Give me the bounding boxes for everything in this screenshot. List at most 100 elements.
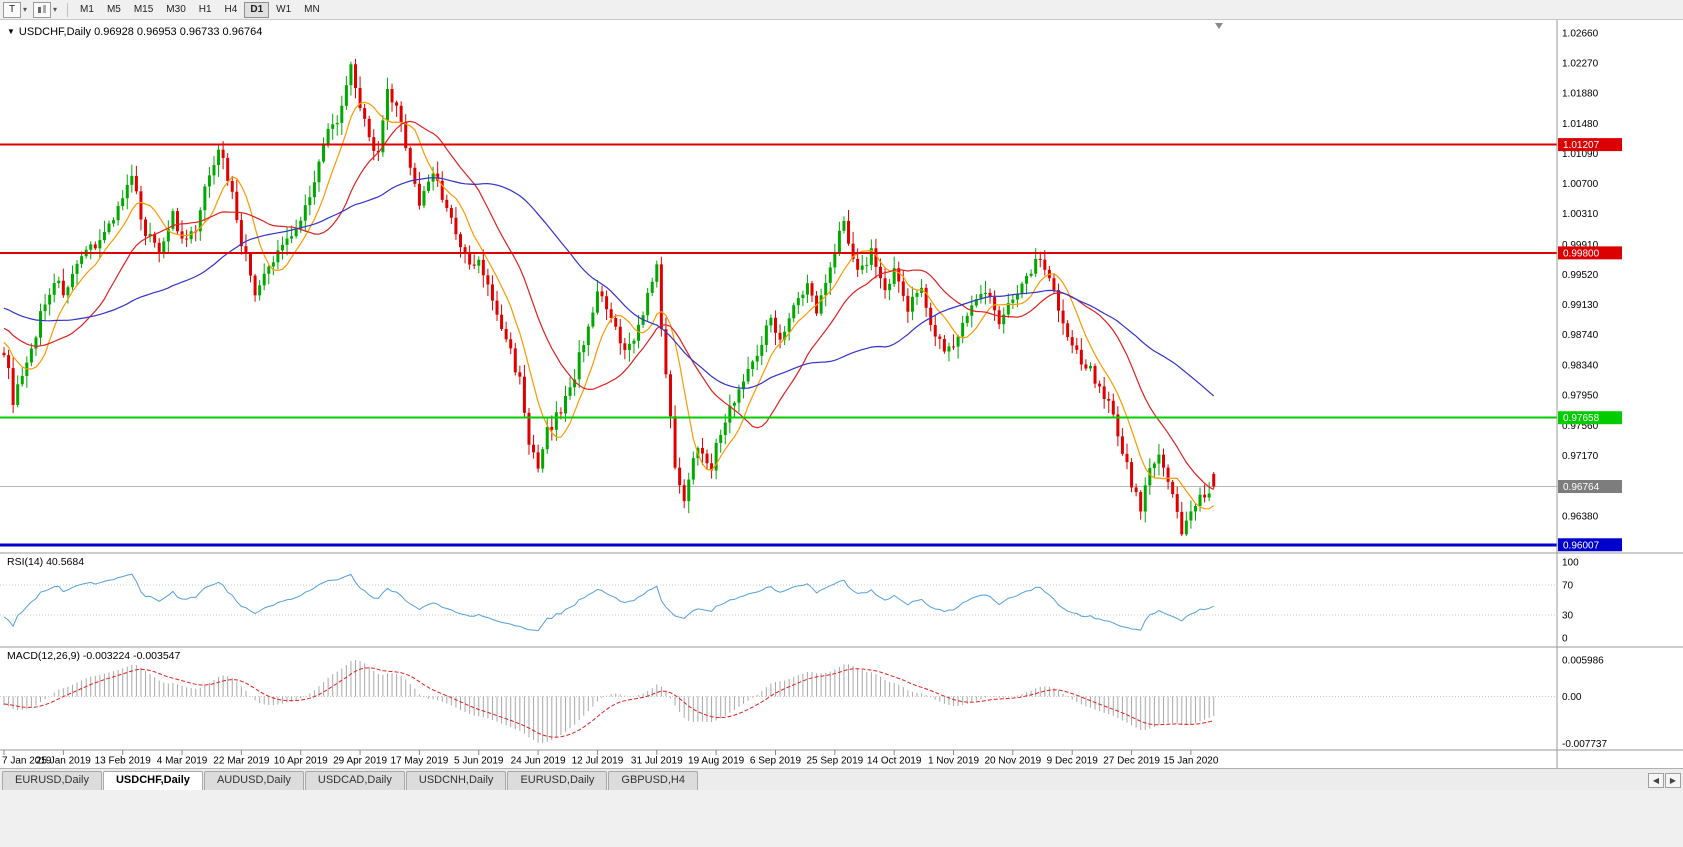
svg-text:0.96007: 0.96007 — [1563, 540, 1600, 551]
chevron-down-icon[interactable]: ▾ — [23, 5, 28, 14]
svg-text:4 Mar 2019: 4 Mar 2019 — [157, 756, 208, 767]
timeframe-buttons: M1 M5 M15 M30 H1 H4 D1 W1 MN — [74, 1, 326, 18]
svg-text:0.98740: 0.98740 — [1562, 330, 1599, 341]
svg-text:0.99520: 0.99520 — [1562, 270, 1599, 281]
status-area — [0, 790, 1683, 847]
svg-text:0.99910: 0.99910 — [1562, 240, 1599, 251]
svg-text:0.005986: 0.005986 — [1562, 656, 1604, 667]
svg-text:7 Jan 2019: 7 Jan 2019 — [2, 756, 52, 767]
chart-type-button[interactable] — [33, 1, 52, 18]
svg-text:1.02660: 1.02660 — [1562, 28, 1599, 39]
timeframe-m30-button[interactable]: M30 — [166, 4, 186, 15]
templates-button[interactable]: T — [3, 1, 21, 18]
chart-tabs-bar: EURUSD,Daily USDCHF,Daily AUDUSD,Daily USDC… — [0, 768, 1683, 790]
timeframe-m15-button[interactable]: M15 — [133, 4, 154, 15]
templates-button-label: T — [8, 4, 16, 15]
svg-text:1.01090: 1.01090 — [1562, 149, 1599, 160]
collapse-arrow-icon[interactable]: ▼ — [7, 27, 15, 36]
chart-tab-gbpusd-h4[interactable]: GBPUSD,H4 — [608, 771, 698, 790]
price-label-0.96007: 0.96007 — [1558, 538, 1622, 552]
timeframe-mn-button[interactable]: MN — [304, 4, 320, 15]
chevron-down-icon[interactable]: ▾ — [53, 5, 58, 14]
chart-area: 1.02660 1.02270 1.01880 1.01480 1.01090 1.007… — [0, 20, 1683, 768]
svg-text:1.00310: 1.00310 — [1562, 209, 1599, 220]
macd-label: MACD(12,26,9) -0.003224 -0.003547 — [7, 650, 181, 662]
timeframe-h4-button[interactable]: H4 — [224, 4, 238, 15]
chart-title: ▼ USDCHF,Daily 0.96928 0.96953 0.96733 0.… — [7, 26, 262, 38]
macd-signal-line — [3, 667, 1214, 738]
svg-text:0.99800: 0.99800 — [1563, 248, 1600, 259]
price-label-0.97658: 0.97658 — [1558, 411, 1622, 425]
svg-text:0.97950: 0.97950 — [1562, 391, 1599, 402]
svg-text:17 May 2019: 17 May 2019 — [391, 756, 449, 767]
svg-text:70: 70 — [1562, 580, 1574, 591]
candlestick-icon — [38, 5, 47, 13]
rsi-axis: 100 70 30 0 — [1562, 558, 1579, 645]
svg-text:0.98340: 0.98340 — [1562, 361, 1599, 372]
svg-text:1 Nov 2019: 1 Nov 2019 — [928, 756, 980, 767]
timeframe-d1-button[interactable]: D1 — [244, 1, 270, 18]
svg-text:25 Jan 2019: 25 Jan 2019 — [36, 756, 91, 767]
svg-text:31 Jul 2019: 31 Jul 2019 — [631, 756, 683, 767]
macd-axis: 0.005986 0.00 -0.007737 — [1562, 656, 1607, 750]
svg-text:6 Sep 2019: 6 Sep 2019 — [750, 756, 802, 767]
tab-scroll-left-button[interactable]: ◀ — [1648, 773, 1664, 788]
svg-text:0.99130: 0.99130 — [1562, 300, 1599, 311]
svg-text:10 Apr 2019: 10 Apr 2019 — [274, 756, 328, 767]
rsi-label: RSI(14) 40.5684 — [7, 556, 85, 568]
chart-tab-eurusd-daily[interactable]: EURUSD,Daily — [2, 771, 102, 790]
price-axis: 1.02660 1.02270 1.01880 1.01480 1.01090 1.007… — [1562, 28, 1599, 522]
timeframe-m1-button[interactable]: M1 — [80, 4, 94, 15]
svg-text:0.96764: 0.96764 — [1563, 482, 1600, 493]
toolbar: T ▾ ▾ M1 M5 M15 M30 H1 H4 D1 W1 MN — [0, 0, 1683, 20]
chart-tab-audusd-daily[interactable]: AUDUSD,Daily — [203, 771, 304, 790]
svg-text:30: 30 — [1562, 611, 1574, 622]
svg-text:1.02270: 1.02270 — [1562, 58, 1599, 69]
timeframe-w1-button[interactable]: W1 — [276, 4, 292, 15]
svg-text:27 Dec 2019: 27 Dec 2019 — [1103, 756, 1160, 767]
svg-text:0.97560: 0.97560 — [1562, 421, 1599, 432]
chart-tab-eurusd-daily[interactable]: EURUSD,Daily — [507, 771, 608, 790]
price-label-0.96764: 0.96764 — [1558, 480, 1622, 494]
svg-text:-0.007737: -0.007737 — [1562, 739, 1607, 750]
svg-text:0.97658: 0.97658 — [1563, 413, 1600, 424]
price-label-0.99800: 0.99800 — [1558, 246, 1622, 260]
svg-text:1.01207: 1.01207 — [1563, 140, 1600, 151]
toolbar-separator — [67, 2, 69, 17]
svg-text:9 Dec 2019: 9 Dec 2019 — [1047, 756, 1099, 767]
macd-histogram — [3, 660, 1215, 744]
svg-text:1.01480: 1.01480 — [1562, 119, 1599, 130]
svg-text:24 Jun 2019: 24 Jun 2019 — [511, 756, 566, 767]
svg-text:15 Jan 2020: 15 Jan 2020 — [1163, 756, 1218, 767]
svg-text:0.97170: 0.97170 — [1562, 451, 1599, 462]
svg-text:14 Oct 2019: 14 Oct 2019 — [867, 756, 922, 767]
svg-text:0.96380: 0.96380 — [1562, 512, 1599, 523]
svg-text:1.00700: 1.00700 — [1562, 179, 1599, 190]
ma-50-line — [3, 177, 1215, 397]
svg-text:100: 100 — [1562, 558, 1579, 569]
chart-tab-usdcnh-daily[interactable]: USDCNH,Daily — [405, 771, 507, 790]
timeframe-h1-button[interactable]: H1 — [198, 4, 212, 15]
svg-text:0.00: 0.00 — [1562, 692, 1582, 703]
tab-scroll-right-button[interactable]: ▶ — [1665, 773, 1681, 788]
chart-tab-usdchf-daily[interactable]: USDCHF,Daily — [102, 771, 203, 790]
chart-shift-marker[interactable] — [1215, 23, 1223, 29]
svg-text:25 Sep 2019: 25 Sep 2019 — [806, 756, 863, 767]
ma-21-line — [3, 120, 1214, 491]
svg-text:12 Jul 2019: 12 Jul 2019 — [572, 756, 624, 767]
svg-text:19 Aug 2019: 19 Aug 2019 — [688, 756, 745, 767]
price-label-1.01207: 1.01207 — [1558, 138, 1622, 152]
svg-text:1.01880: 1.01880 — [1562, 88, 1599, 99]
chart-tab-usdcad-daily[interactable]: USDCAD,Daily — [304, 771, 405, 790]
svg-text:20 Nov 2019: 20 Nov 2019 — [985, 756, 1042, 767]
svg-text:0: 0 — [1562, 634, 1568, 645]
svg-text:5 Jun 2019: 5 Jun 2019 — [454, 756, 504, 767]
timeframe-m5-button[interactable]: M5 — [106, 4, 121, 15]
tab-scroll-controls: ◀ ▶ — [1648, 773, 1681, 788]
chart-tabs: EURUSD,Daily USDCHF,Daily AUDUSD,Daily USDC… — [2, 771, 1648, 790]
rsi-line — [3, 573, 1214, 632]
svg-text:13 Feb 2019: 13 Feb 2019 — [95, 756, 152, 767]
chart-canvas[interactable]: 1.02660 1.02270 1.01880 1.01480 1.01090 1.007… — [0, 20, 1683, 768]
svg-text:29 Apr 2019: 29 Apr 2019 — [333, 756, 387, 767]
